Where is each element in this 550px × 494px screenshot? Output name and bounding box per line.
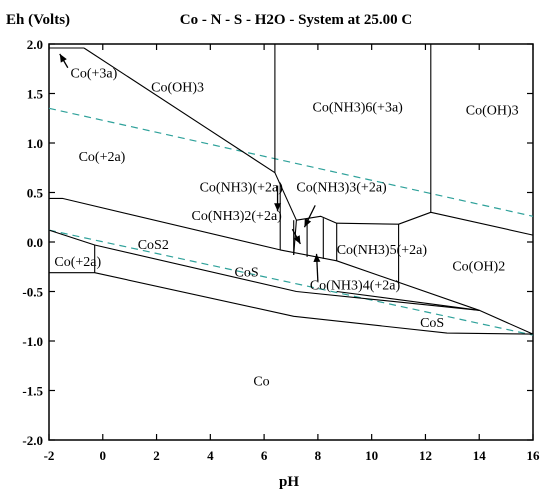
water-line <box>48 229 534 336</box>
region-label: Co(OH)3 <box>466 103 519 118</box>
region-label: Co(NH3)2(+2a) <box>192 209 283 224</box>
x-tick-label: 14 <box>473 448 487 463</box>
chart-title: Co - N - S - H2O - System at 25.00 C <box>180 12 412 28</box>
x-tick-label: 0 <box>100 448 107 463</box>
region-label: Co(NH3)5(+2a) <box>337 243 428 258</box>
label-arrow <box>59 53 69 69</box>
y-tick-label: -1.0 <box>22 334 43 349</box>
axis-ticks: -2 0 2 4 6 8 10 12 14 16 2.0 1.5 1.0 0.5 0.0 -0.5 -1.0 -1… <box>22 37 540 463</box>
phase-boundary <box>296 211 534 236</box>
label-arrow <box>303 205 316 228</box>
label-arrows <box>59 53 321 282</box>
phase-boundary <box>83 47 297 255</box>
y-tick-label: 0.0 <box>27 235 43 250</box>
y-tick-label: 2.0 <box>27 37 43 52</box>
x-tick-label: 16 <box>527 448 541 463</box>
region-label: Co(OH)3 <box>151 81 204 96</box>
x-tick-label: 2 <box>153 448 160 463</box>
phase-boundary <box>49 272 534 335</box>
water-line <box>48 107 534 217</box>
x-tick-label: 6 <box>261 448 268 463</box>
region-label: Co <box>253 375 269 390</box>
x-axis-title: pH <box>279 474 299 490</box>
region-label: Co(+2a) <box>79 150 126 165</box>
region-label: Co(NH3)6(+3a) <box>313 100 404 115</box>
y-tick-label: -0.5 <box>22 285 43 300</box>
region-label: CoS <box>235 266 259 281</box>
region-label: Co(+3a) <box>71 67 118 82</box>
water-stability-lines <box>48 107 534 336</box>
y-tick-label: 0.5 <box>27 186 44 201</box>
phase-boundary <box>336 290 480 311</box>
y-axis-title: Eh (Volts) <box>6 12 70 28</box>
x-tick-label: 4 <box>207 448 214 463</box>
phase-boundary <box>49 197 480 311</box>
region-label: Co(NH3)4(+2a) <box>310 279 401 294</box>
region-label: Co(OH)2 <box>452 260 505 275</box>
region-labels: Co(+3a) Co(OH)3 Co(NH3)6(+3a) Co(OH)3 Co(+2a… <box>54 67 518 390</box>
region-label: CoS2 <box>138 238 169 253</box>
region-label: Co(+2a) <box>54 255 101 270</box>
region-label: Co(NH3)3(+2a) <box>296 181 387 196</box>
y-tick-label: -1.5 <box>22 384 43 399</box>
y-tick-label: -2.0 <box>22 433 43 448</box>
label-arrow <box>313 253 321 282</box>
label-arrow <box>274 185 282 212</box>
x-tick-label: 10 <box>365 448 378 463</box>
region-label: Co(NH3)(+2a) <box>200 181 284 196</box>
x-tick-label: 8 <box>315 448 322 463</box>
y-tick-label: 1.0 <box>27 136 43 151</box>
phase-boundaries <box>48 44 534 335</box>
plot-frame <box>48 43 534 441</box>
region-label: CoS <box>420 316 444 331</box>
y-tick-label: 1.5 <box>27 87 44 102</box>
phase-boundary <box>48 229 534 335</box>
x-tick-label: -2 <box>44 448 55 463</box>
x-tick-label: 12 <box>419 448 432 463</box>
label-arrow <box>291 228 301 245</box>
